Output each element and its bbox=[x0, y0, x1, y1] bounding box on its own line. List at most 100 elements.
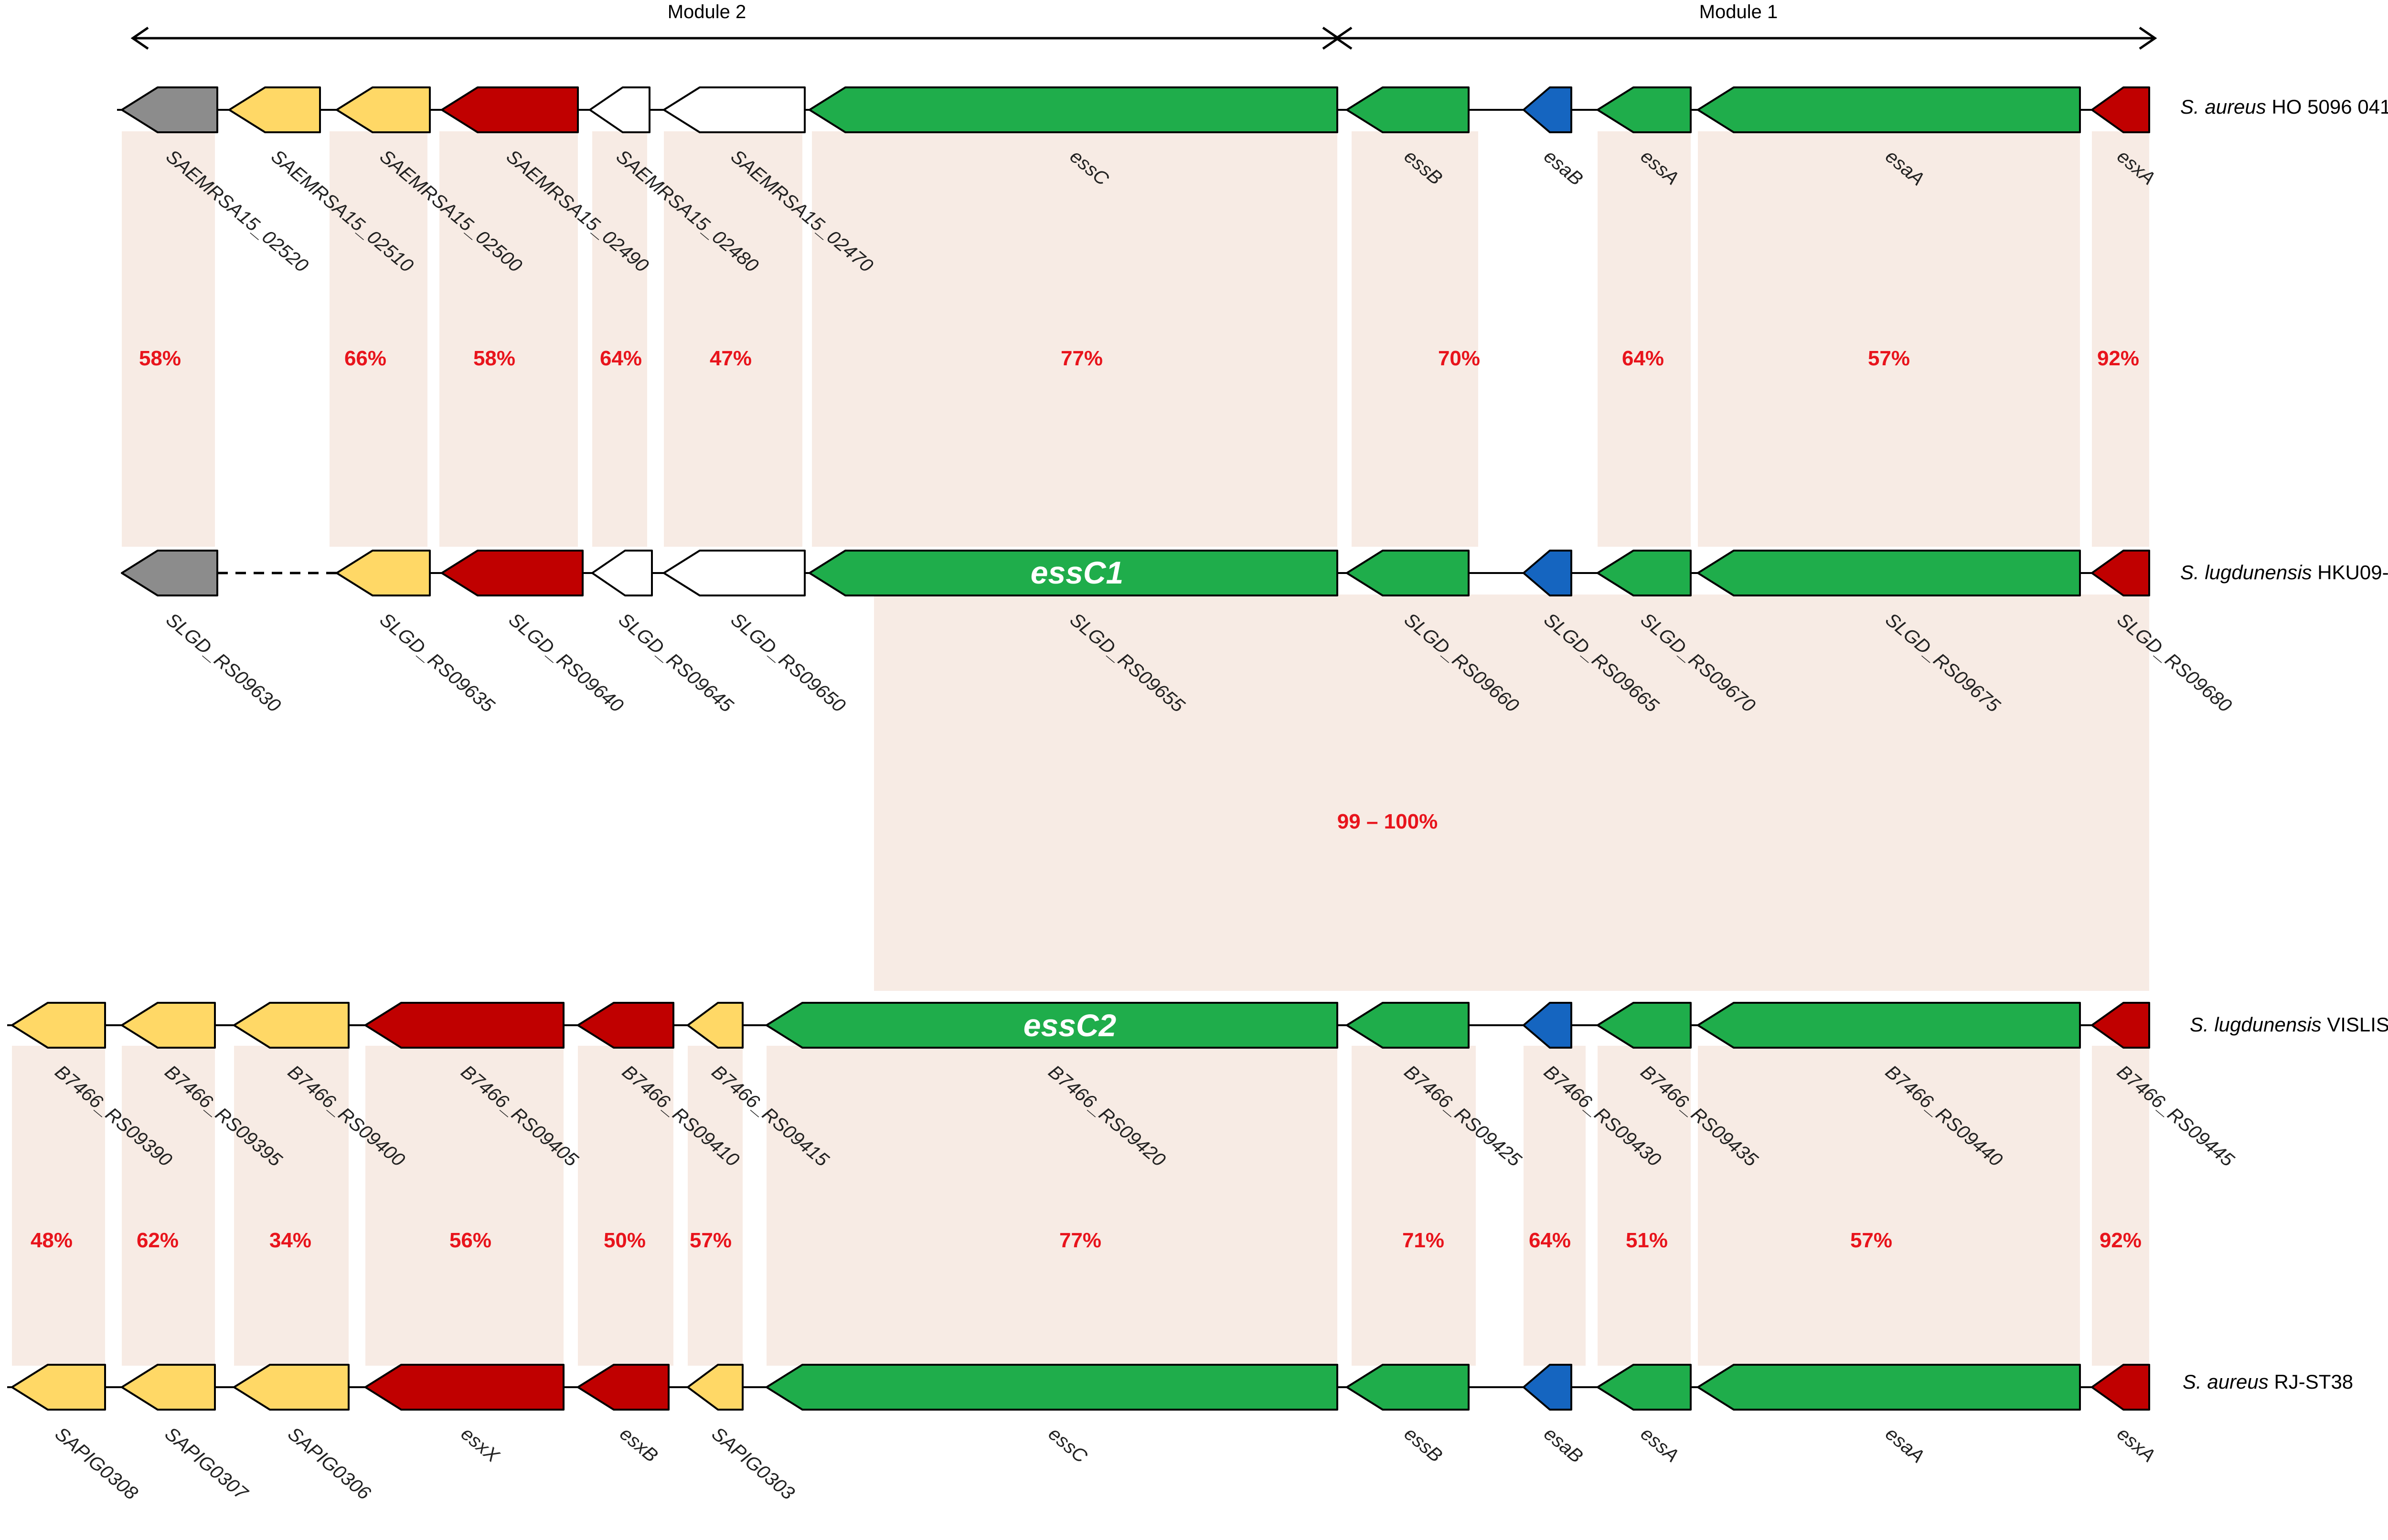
identity-band-bottom bbox=[1598, 1046, 1691, 1366]
identity-percent-bottom: 48% bbox=[31, 1229, 73, 1252]
gene-arrow-red bbox=[364, 1364, 565, 1411]
gene-arrow-red bbox=[2091, 86, 2150, 133]
gene-arrow-yellow bbox=[228, 86, 321, 133]
essC2-label: essC2 bbox=[1023, 1008, 1117, 1043]
gene-arrow-yellow bbox=[687, 1364, 744, 1411]
identity-percent-bottom: 57% bbox=[690, 1229, 732, 1252]
gene-arrow-green bbox=[1346, 550, 1470, 596]
gene-arrow-blue bbox=[1523, 1002, 1572, 1049]
organism-label-2: S. lugdunensis HKU09-01 bbox=[2180, 561, 2388, 584]
identity-band-bottom bbox=[1524, 1046, 1586, 1366]
identity-band-top bbox=[122, 131, 215, 547]
identity-percent-bottom: 64% bbox=[1529, 1229, 1571, 1252]
identity-percent-bottom: 34% bbox=[269, 1229, 311, 1252]
gene-arrow-yellow bbox=[11, 1002, 106, 1049]
gene-arrow-red bbox=[441, 550, 584, 596]
gene-arrow-red bbox=[577, 1364, 670, 1411]
gene-label: SAPIG0306 bbox=[284, 1423, 375, 1504]
identity-band-bottom bbox=[578, 1046, 673, 1366]
gene-label: esxA bbox=[2113, 1423, 2159, 1466]
gene-label: SLGD_RS09650 bbox=[727, 609, 850, 716]
organism-1-strain: HO 5096 0412 bbox=[2271, 96, 2388, 118]
gene-arrow-green bbox=[766, 1364, 1338, 1411]
organism-label-1: S. aureus HO 5096 0412 bbox=[2180, 96, 2388, 118]
gene-label: essC bbox=[1045, 1423, 1092, 1467]
gene-track-4 bbox=[7, 1364, 2150, 1411]
identity-percent-top: 64% bbox=[1622, 347, 1664, 370]
gene-arrow-blue bbox=[1523, 86, 1572, 133]
identity-percent-middle: 99 – 100% bbox=[1337, 810, 1438, 833]
gene-label: SLGD_RS09645 bbox=[615, 609, 737, 717]
gene-arrow-grey bbox=[121, 550, 218, 596]
gene-arrow-green bbox=[1597, 1364, 1692, 1411]
organism-label-3: S. lugdunensis VISLISI_21 bbox=[2190, 1013, 2388, 1036]
gene-label: essA bbox=[1637, 1423, 1683, 1466]
essC1-label: essC1 bbox=[1031, 555, 1124, 590]
gene-arrow-green bbox=[1597, 550, 1692, 596]
identity-percentages: 58% 66% 58% 64% 47% 77% 70% 64% 57% 92% 99 – 100% 4… bbox=[31, 347, 2142, 1252]
gene-arrow-green bbox=[809, 550, 1338, 596]
identity-band-top bbox=[1598, 131, 1691, 547]
identity-band-bottom bbox=[122, 1046, 215, 1366]
gene-label: essB bbox=[1400, 1423, 1446, 1466]
gene-arrow-white bbox=[589, 86, 650, 133]
module-1-right-arrowhead bbox=[2139, 26, 2157, 50]
gene-arrow-white bbox=[591, 550, 653, 596]
identity-band-top bbox=[592, 131, 647, 547]
gene-track-1 bbox=[117, 86, 2150, 133]
module-arrows: Module 2 Module 1 bbox=[130, 1, 2157, 50]
identity-band-top bbox=[812, 131, 1337, 547]
identity-percent-top: 64% bbox=[600, 347, 642, 370]
gene-arrow-green bbox=[1597, 86, 1692, 133]
identity-band-bottom bbox=[365, 1046, 564, 1366]
identity-band-bottom bbox=[688, 1046, 743, 1366]
identity-bands bbox=[12, 131, 2149, 1366]
gene-arrow-blue bbox=[1523, 1364, 1572, 1411]
organism-3-species: S. lugdunensis bbox=[2190, 1013, 2322, 1036]
identity-band-bottom bbox=[12, 1046, 105, 1366]
module-1-label: Module 1 bbox=[1699, 1, 1778, 22]
module-2-label: Module 2 bbox=[668, 1, 746, 22]
gene-arrow-yellow bbox=[11, 1364, 106, 1411]
identity-band-top bbox=[664, 131, 802, 547]
identity-percent-top: 58% bbox=[473, 347, 515, 370]
gene-arrow-green bbox=[1697, 550, 2081, 596]
gene-label: SLGD_RS09640 bbox=[505, 609, 628, 716]
identity-percent-top: 77% bbox=[1061, 347, 1103, 370]
identity-band-top bbox=[330, 131, 427, 547]
gene-arrow-red bbox=[2091, 550, 2150, 596]
gene-arrow-green bbox=[1346, 1002, 1470, 1049]
organism-4-strain: RJ-ST38 bbox=[2274, 1370, 2353, 1393]
identity-band-bottom bbox=[1352, 1046, 1476, 1366]
organism-2-strain: HKU09-01 bbox=[2317, 561, 2388, 584]
gene-arrow-red bbox=[364, 1002, 565, 1049]
identity-band-top bbox=[2092, 131, 2149, 547]
gene-arrow-white bbox=[663, 550, 806, 596]
gene-label: esaA bbox=[1881, 1423, 1928, 1467]
module-1-left-arrowhead bbox=[1334, 26, 1353, 50]
identity-percent-bottom: 51% bbox=[1626, 1229, 1668, 1252]
gene-arrow-green bbox=[1346, 86, 1470, 133]
identity-percent-bottom: 56% bbox=[449, 1229, 491, 1252]
gene-arrow-grey bbox=[121, 86, 218, 133]
organism-4-species: S. aureus bbox=[2183, 1370, 2269, 1393]
identity-percent-top: 66% bbox=[344, 347, 386, 370]
gene-arrow-yellow bbox=[336, 86, 431, 133]
gene-arrow-red bbox=[441, 86, 579, 133]
gene-arrow-yellow bbox=[121, 1364, 216, 1411]
gene-arrow-blue bbox=[1523, 550, 1572, 596]
gene-arrow-green bbox=[1697, 86, 2081, 133]
identity-band-top bbox=[439, 131, 578, 547]
gene-track-3 bbox=[7, 1002, 2150, 1049]
gene-label: SAPIG0308 bbox=[51, 1423, 142, 1504]
gene-arrow-green bbox=[1346, 1364, 1470, 1411]
identity-percent-top: 57% bbox=[1868, 347, 1910, 370]
gene-label: esxB bbox=[616, 1423, 661, 1466]
gene-label: SLGD_RS09630 bbox=[162, 609, 285, 716]
gene-arrow-yellow bbox=[687, 1002, 744, 1049]
identity-percent-top: 70% bbox=[1438, 347, 1480, 370]
module-2-left-arrowhead bbox=[130, 26, 149, 50]
identity-band-bottom bbox=[1698, 1046, 2080, 1366]
gene-arrow-yellow bbox=[233, 1002, 350, 1049]
